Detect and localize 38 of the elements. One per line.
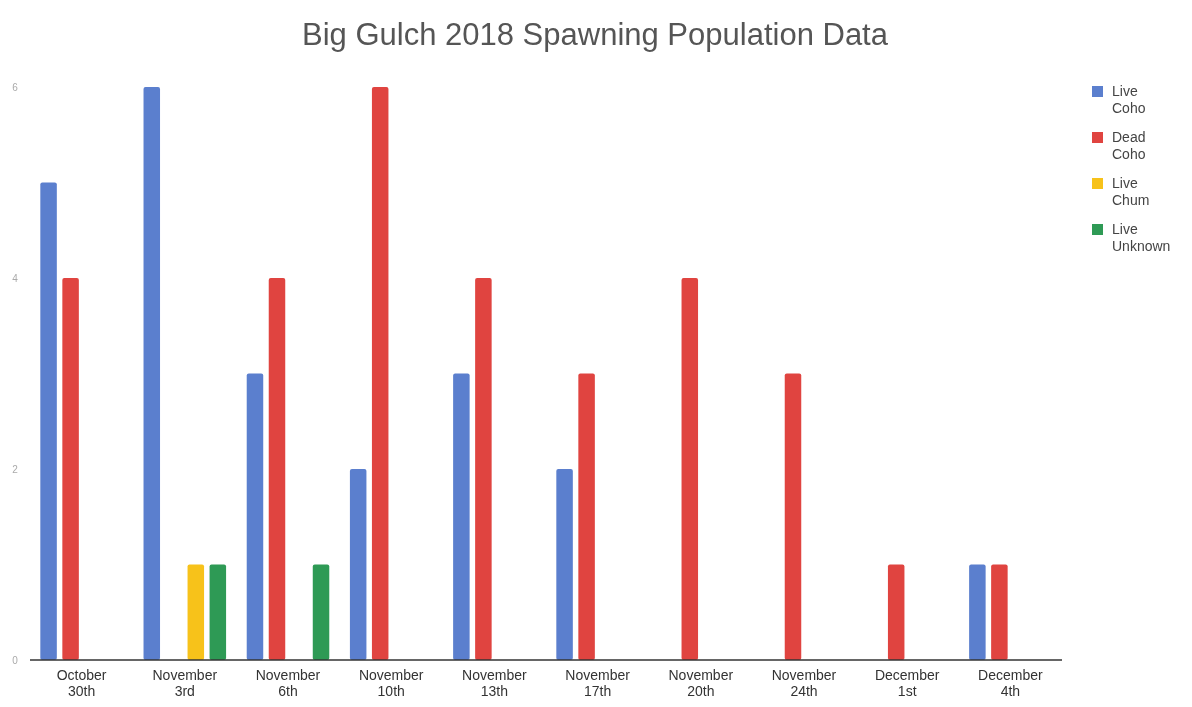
bar — [246, 373, 264, 660]
chart-title: Big Gulch 2018 Spawning Population Data — [302, 17, 889, 52]
x-tick-label: November 20th — [668, 667, 734, 699]
bar — [268, 278, 286, 660]
x-tick-label: October 30th — [56, 667, 107, 699]
bar — [371, 87, 389, 660]
bar — [187, 564, 205, 660]
bar — [887, 564, 905, 660]
x-tick-label: December 1st — [874, 667, 940, 699]
legend-label: Dead Coho — [1112, 129, 1146, 162]
x-tick-label: November 6th — [255, 667, 321, 699]
x-tick-label: November 3rd — [152, 667, 218, 699]
bar — [40, 182, 57, 660]
bar — [143, 87, 161, 660]
y-tick-label: 2 — [12, 463, 19, 475]
bar — [349, 469, 367, 660]
bar — [784, 373, 802, 660]
bar — [209, 564, 227, 660]
legend-label: Live Unknown — [1112, 221, 1171, 254]
bar — [556, 469, 573, 660]
x-tick-label: November 13th — [462, 667, 528, 699]
bar — [312, 564, 330, 660]
x-tick-label: November 24th — [771, 667, 837, 699]
x-tick-label: November 17th — [565, 667, 631, 699]
bar — [578, 373, 595, 660]
y-tick-label: 4 — [12, 272, 19, 284]
legend-label: Live Chum — [1112, 175, 1150, 208]
x-tick-label: November 10th — [358, 667, 424, 699]
bar — [475, 278, 492, 660]
legend-label: Live Coho — [1112, 83, 1146, 116]
bar — [453, 373, 470, 660]
x-tick-label: December 4th — [978, 667, 1044, 699]
y-tick-label: 0 — [12, 654, 19, 666]
bar — [969, 564, 986, 660]
y-tick-label: 6 — [12, 81, 19, 93]
bar — [62, 278, 79, 660]
bar — [991, 564, 1008, 660]
bar — [681, 278, 699, 660]
